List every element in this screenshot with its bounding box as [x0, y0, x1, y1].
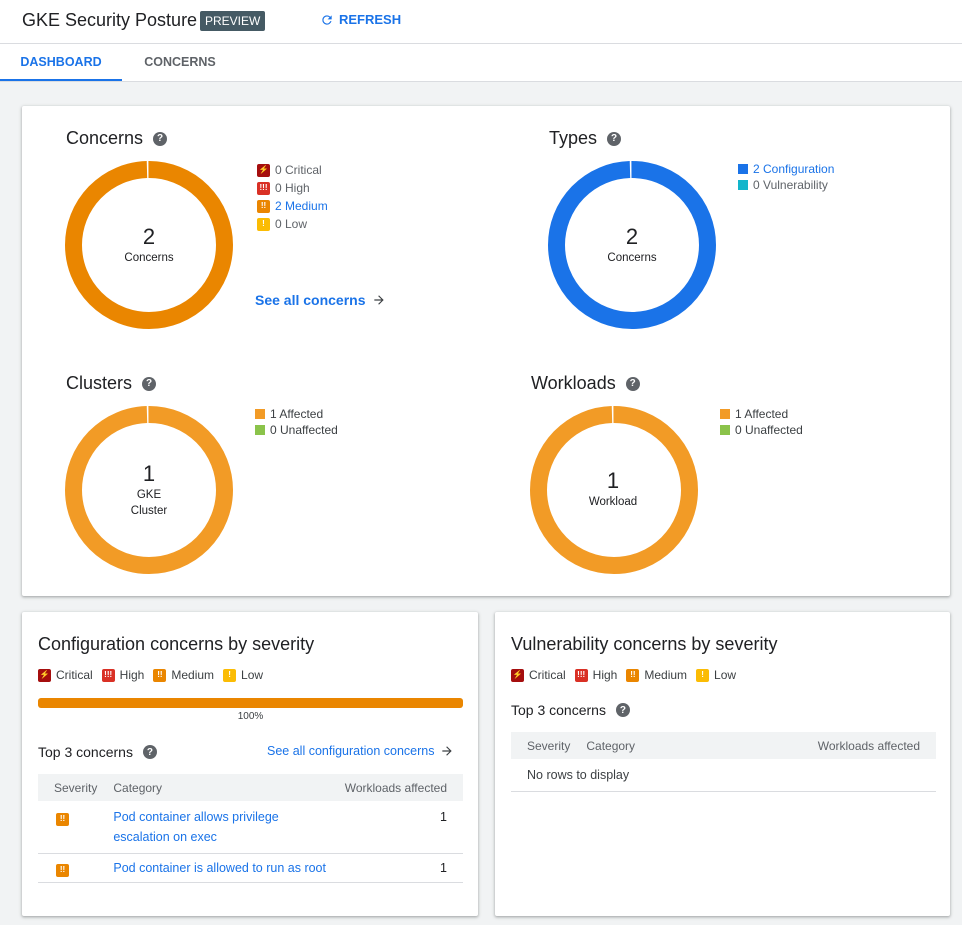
concerns-donut — [65, 161, 233, 329]
config-title: Configuration concerns by severity — [38, 634, 315, 654]
high-icon: !!! — [257, 181, 270, 195]
top-bar: GKE Security Posture PREVIEW REFRESH — [0, 0, 962, 44]
legend-medium[interactable]: !! 2 Medium — [257, 197, 328, 215]
legend-unaffected: 0 Unaffected — [720, 422, 803, 438]
severity-bar — [38, 698, 463, 708]
help-icon[interactable]: ? — [142, 745, 157, 759]
workloads-center: 1 Workload — [588, 468, 638, 508]
types-center: 2 Concerns — [607, 224, 657, 264]
donut-segment — [548, 161, 716, 329]
low-icon: ! — [696, 668, 710, 682]
table-row[interactable]: !! Pod container allows privilege escalati… — [38, 801, 463, 854]
workloads-donut — [530, 406, 698, 574]
legend-configuration[interactable]: 2 Configuration — [738, 161, 834, 177]
high-icon: !!! — [101, 668, 115, 682]
see-all-concerns-link[interactable]: See all concerns — [255, 292, 386, 308]
critical-icon: ⚡ — [511, 668, 524, 682]
arrow-right-icon — [373, 295, 384, 305]
legend-affected: 1 Affected — [255, 406, 338, 422]
clusters-donut — [65, 406, 233, 574]
col-category: Category — [578, 732, 700, 759]
col-workloads: Workloads affected — [699, 732, 936, 759]
clusters-center: 1 GKE Cluster — [130, 461, 168, 517]
low-icon: ! — [223, 668, 237, 682]
tab-concerns[interactable]: CONCERNS — [144, 55, 216, 69]
page-title: GKE Security Posture — [22, 10, 198, 30]
config-concerns-table: Severity Category Workloads affected !! Pod… — [38, 774, 463, 883]
col-severity: Severity — [38, 774, 106, 801]
vuln-card: Vulnerability concerns by severity ⚡ Crit… — [495, 612, 950, 916]
vuln-title: Vulnerability concerns by severity — [511, 634, 778, 654]
severity-legend: ⚡ Critical !!! High !! Medium ! Low — [511, 668, 737, 682]
legend-low: ! 0 Low — [257, 215, 328, 233]
concerns-title: Concerns? — [66, 128, 168, 149]
legend-critical: ⚡ 0 Critical — [257, 163, 322, 177]
types-legend: 2 Configuration 0 Vulnerability — [738, 161, 834, 193]
help-icon[interactable]: ? — [153, 131, 168, 146]
clusters-title: Clusters? — [66, 373, 157, 394]
medium-icon: !! — [56, 863, 69, 877]
top-concerns-title: Top 3 concerns? — [38, 744, 157, 760]
medium-icon: !! — [626, 668, 640, 682]
col-severity: Severity — [511, 732, 579, 759]
help-icon[interactable]: ? — [615, 703, 630, 717]
see-all-config-link[interactable]: See all configuration concerns — [267, 744, 454, 758]
legend-high: !!! 0 High — [257, 179, 328, 197]
refresh-icon — [322, 14, 332, 25]
medium-icon: !! — [56, 812, 69, 826]
help-icon[interactable]: ? — [142, 376, 157, 391]
severity-bar-medium — [38, 698, 463, 708]
severity-bar-label: 100% — [237, 711, 264, 722]
col-category: Category — [105, 774, 336, 801]
critical-icon: ⚡ — [257, 163, 270, 177]
legend-unaffected: 0 Unaffected — [255, 422, 338, 438]
high-icon: !!! — [574, 668, 588, 682]
col-workloads: Workloads affected — [335, 774, 463, 801]
summary-card: Concerns? 2 Concerns ⚡ 0 Critical !!! 0 Hig… — [22, 106, 950, 596]
tab-dashboard[interactable]: DASHBOARD — [0, 44, 122, 81]
concerns-center: 2 Concerns — [124, 224, 174, 264]
clusters-legend: 1 Affected 0 Unaffected — [255, 406, 338, 438]
low-icon: ! — [257, 217, 270, 231]
preview-badge: PREVIEW — [200, 11, 266, 31]
empty-message: No rows to display — [511, 759, 936, 792]
workloads-legend: 1 Affected 0 Unaffected — [720, 406, 803, 438]
vuln-concerns-table: Severity Category Workloads affected No ro… — [511, 732, 936, 792]
tab-bar: DASHBOARD CONCERNS — [0, 44, 962, 82]
donut-segment — [65, 161, 233, 329]
help-icon[interactable]: ? — [625, 376, 640, 391]
severity-legend: ⚡ Critical !!! High !! Medium ! Low — [38, 668, 264, 682]
refresh-button[interactable]: REFRESH — [320, 12, 401, 27]
config-card: Configuration concerns by severity ⚡ Crit… — [22, 612, 478, 916]
donut-segment — [530, 406, 698, 574]
types-donut — [548, 161, 716, 329]
concerns-legend: ⚡ 0 Critical !!! 0 High !! 2 Medium ! 0 Low — [257, 161, 328, 233]
refresh-label: REFRESH — [339, 12, 402, 27]
top-concerns-title: Top 3 concerns? — [511, 702, 630, 718]
arrow-right-icon — [442, 746, 453, 756]
help-icon[interactable]: ? — [607, 131, 622, 146]
workloads-title: Workloads? — [531, 373, 640, 394]
types-title: Types? — [549, 128, 622, 149]
critical-icon: ⚡ — [38, 668, 51, 682]
table-row[interactable]: !! Pod container is allowed to run as roo… — [38, 853, 463, 883]
legend-affected: 1 Affected — [720, 406, 803, 422]
legend-vulnerability: 0 Vulnerability — [738, 177, 834, 193]
medium-icon: !! — [153, 668, 167, 682]
medium-icon: !! — [257, 199, 270, 213]
donut-segment — [65, 406, 233, 574]
